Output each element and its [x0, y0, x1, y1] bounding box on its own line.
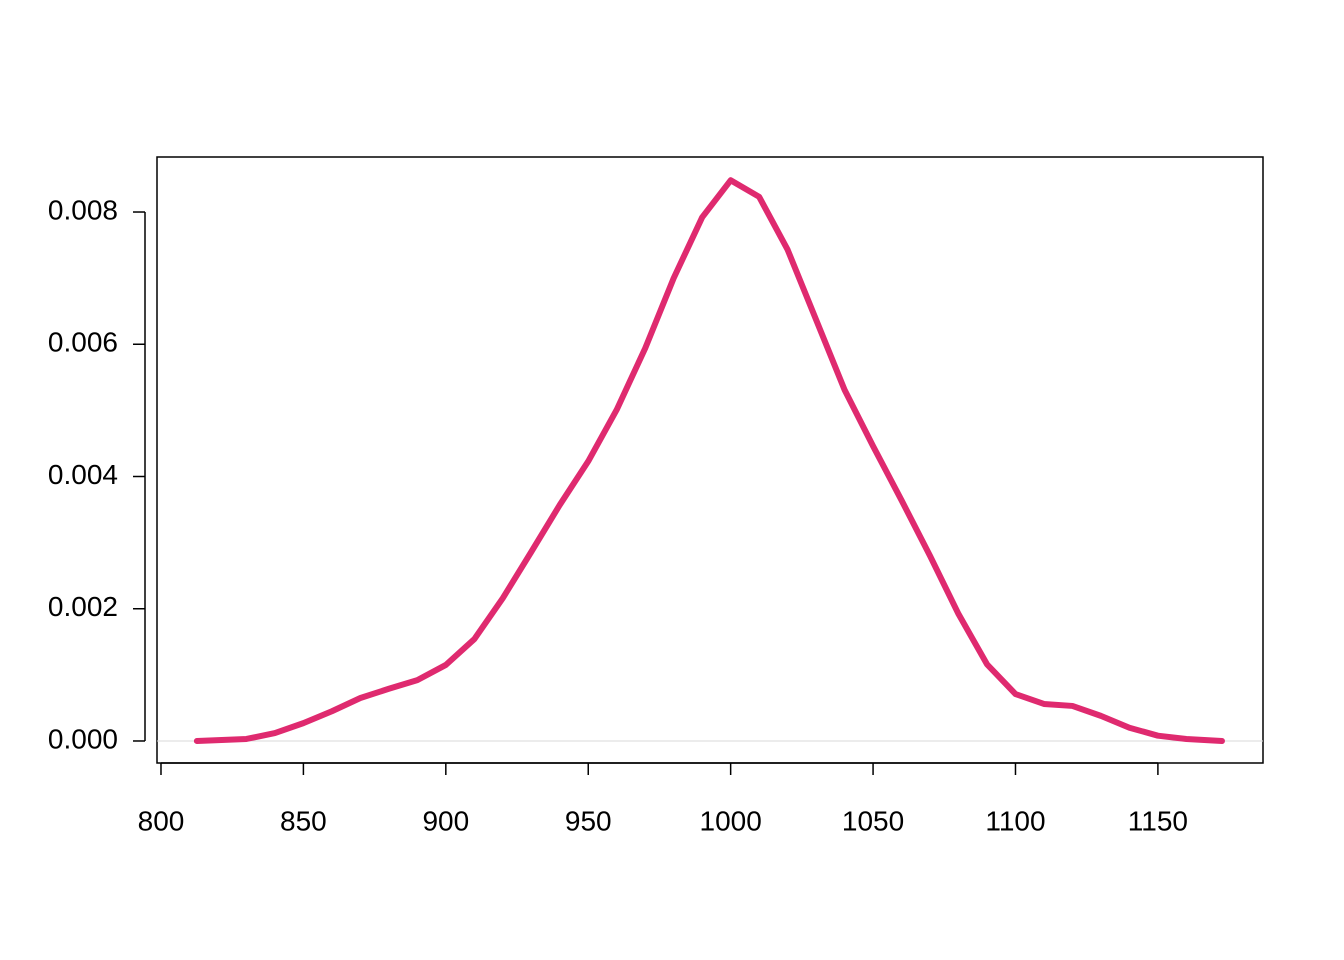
x-tick-label: 950 — [565, 805, 612, 836]
y-tick-label: 0.002 — [48, 591, 118, 622]
x-tick-label: 1000 — [700, 805, 762, 836]
y-tick-label: 0.006 — [48, 327, 118, 358]
x-tick-label: 850 — [280, 805, 327, 836]
x-tick-label: 1150 — [1128, 805, 1188, 836]
x-tick-label: 1100 — [985, 805, 1045, 836]
plot-frame — [156, 156, 1264, 764]
x-tick-label: 800 — [138, 805, 185, 836]
x-tick-label: 900 — [422, 805, 469, 836]
y-tick-label: 0.008 — [48, 194, 118, 225]
x-tick-label: 1050 — [842, 805, 904, 836]
y-tick-label: 0.000 — [48, 723, 118, 754]
density-line — [193, 177, 1225, 744]
y-tick-label: 0.004 — [48, 459, 118, 490]
